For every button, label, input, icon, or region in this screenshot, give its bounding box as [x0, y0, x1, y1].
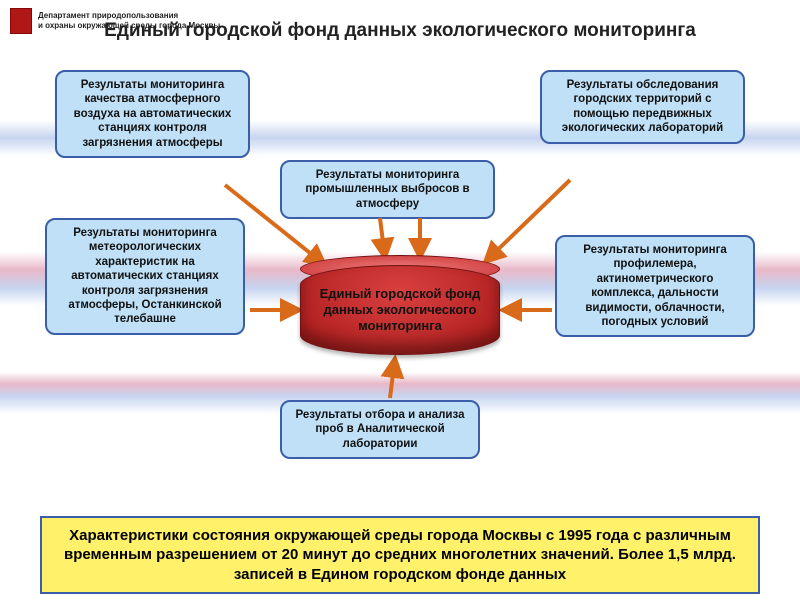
node-lab-analysis: Результаты отбора и анализа проб в Анали…: [280, 400, 480, 459]
footer-summary: Характеристики состояния окружающей сред…: [40, 516, 760, 595]
node-air-quality: Результаты мониторинга качества атмосфер…: [55, 70, 250, 158]
page-title: Единый городской фонд данных экологическ…: [0, 20, 800, 43]
node-profiler: Результаты мониторинга профилемера, акти…: [555, 235, 755, 337]
node-meteo: Результаты мониторинга метеорологических…: [45, 218, 245, 335]
node-emissions: Результаты мониторинга промышленных выбр…: [280, 160, 495, 219]
central-node: Единый городской фонд данных экологическ…: [300, 265, 500, 355]
node-mobile-labs: Результаты обследования городских террит…: [540, 70, 745, 144]
